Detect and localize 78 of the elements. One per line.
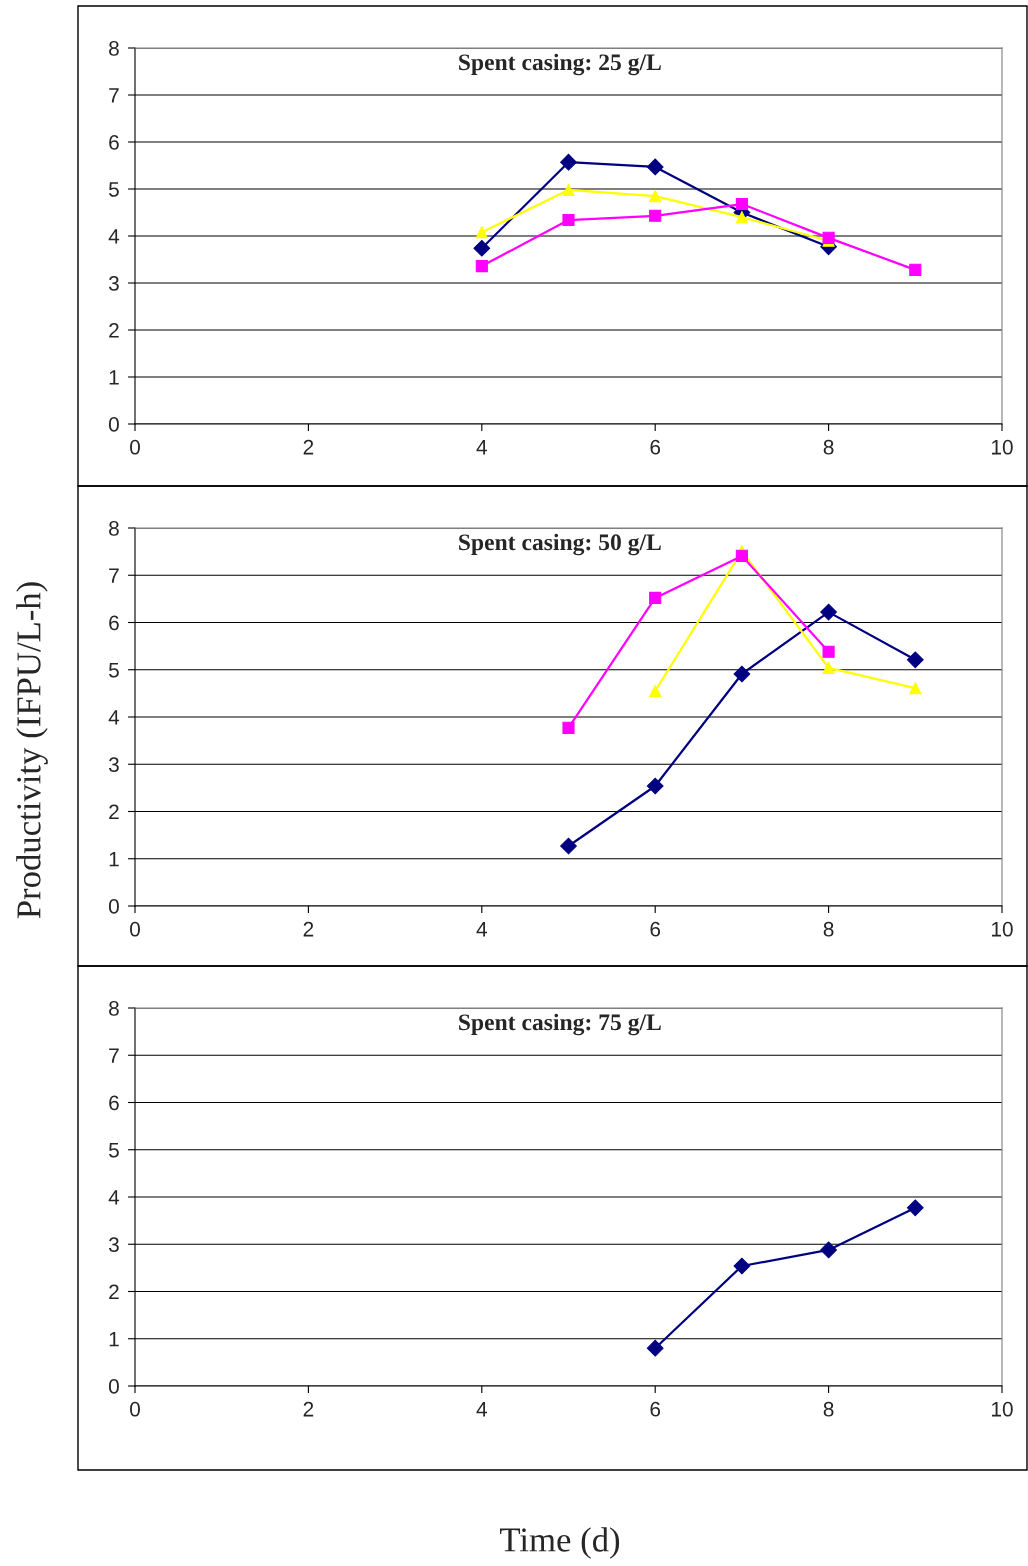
y-tick-label: 5 — [108, 182, 119, 197]
x-tick-label: 0 — [130, 439, 140, 455]
point — [560, 153, 577, 171]
y-tick-label: 3 — [108, 276, 119, 291]
point — [649, 209, 662, 222]
x-tick-label: 4 — [476, 922, 487, 937]
point — [562, 213, 575, 227]
x-tick-label: 8 — [823, 921, 834, 937]
x-tick-label: 0 — [130, 1401, 140, 1417]
point — [646, 1339, 664, 1357]
point — [735, 549, 748, 562]
point — [560, 837, 577, 855]
y-tick-label: 6 — [109, 135, 119, 150]
y-tick-label: 7 — [109, 1048, 119, 1063]
point — [822, 661, 835, 674]
point — [649, 189, 662, 203]
y-tick-label: 5 — [108, 1142, 119, 1158]
x-axis-title: Time (d) — [500, 1527, 620, 1559]
x-tick-label: 10 — [992, 1401, 1013, 1417]
x-tick-label: 0 — [130, 921, 140, 937]
point — [906, 1199, 924, 1217]
x-tick-label: 10 — [992, 439, 1013, 455]
point — [822, 645, 835, 658]
point — [735, 197, 748, 211]
point — [735, 211, 748, 224]
x-tick-label: 6 — [650, 1401, 661, 1417]
y-tick-label: 5 — [108, 662, 119, 678]
chart-title: Spent casing: 50 g/L — [459, 533, 661, 556]
y-tick-label: 1 — [109, 851, 119, 867]
point — [646, 777, 664, 795]
x-tick-label: 4 — [476, 440, 487, 455]
x-tick-label: 8 — [823, 439, 834, 455]
point — [733, 1257, 751, 1275]
point — [909, 682, 922, 695]
x-tick-label: 2 — [303, 439, 314, 455]
point — [473, 239, 491, 257]
point — [646, 158, 664, 176]
x-tick-label: 6 — [650, 921, 661, 937]
y-tick-label: 1 — [109, 1331, 119, 1347]
y-tick-label: 2 — [109, 1284, 119, 1300]
chart-title: Spent casing: 25 g/L — [459, 53, 661, 76]
y-tick-label: 3 — [108, 757, 119, 772]
point — [649, 591, 662, 605]
y-tick-label: 2 — [109, 323, 119, 338]
point — [909, 263, 922, 276]
point — [733, 665, 751, 683]
chart-title: Spent casing: 75 g/L — [459, 1013, 661, 1036]
x-tick-label: 8 — [823, 1401, 834, 1417]
point — [820, 603, 837, 621]
y-tick-label: 4 — [108, 1190, 120, 1205]
point — [820, 1241, 837, 1259]
y-tick-label: 3 — [108, 1237, 119, 1252]
x-tick-label: 6 — [650, 439, 661, 455]
point — [475, 260, 488, 273]
y-tick-label: 8 — [109, 41, 119, 56]
y-tick-label: 7 — [109, 568, 119, 583]
point — [562, 721, 575, 734]
y-tick-label: 8 — [109, 1001, 119, 1016]
y-tick-label: 4 — [108, 229, 120, 244]
y-tick-label: 4 — [108, 710, 120, 725]
y-tick-label: 6 — [109, 1095, 119, 1111]
x-tick-label: 4 — [476, 1402, 487, 1417]
point — [906, 651, 924, 669]
y-tick-label: 7 — [109, 88, 119, 103]
x-tick-label: 10 — [992, 921, 1013, 937]
y-tick-label: 6 — [109, 615, 119, 631]
x-tick-label: 2 — [303, 921, 314, 937]
point — [562, 183, 575, 197]
point — [649, 684, 662, 698]
y-tick-label: 8 — [109, 521, 119, 536]
y-tick-label: 2 — [109, 804, 119, 820]
y-tick-label: 0 — [108, 1379, 119, 1394]
x-tick-label: 2 — [303, 1401, 314, 1417]
y-tick-label: 1 — [109, 370, 119, 385]
y-axis-title: Productivity (IFPU/L-h) — [16, 582, 48, 919]
point — [475, 226, 488, 239]
y-tick-label: 0 — [108, 417, 119, 432]
y-tick-label: 0 — [108, 899, 119, 914]
